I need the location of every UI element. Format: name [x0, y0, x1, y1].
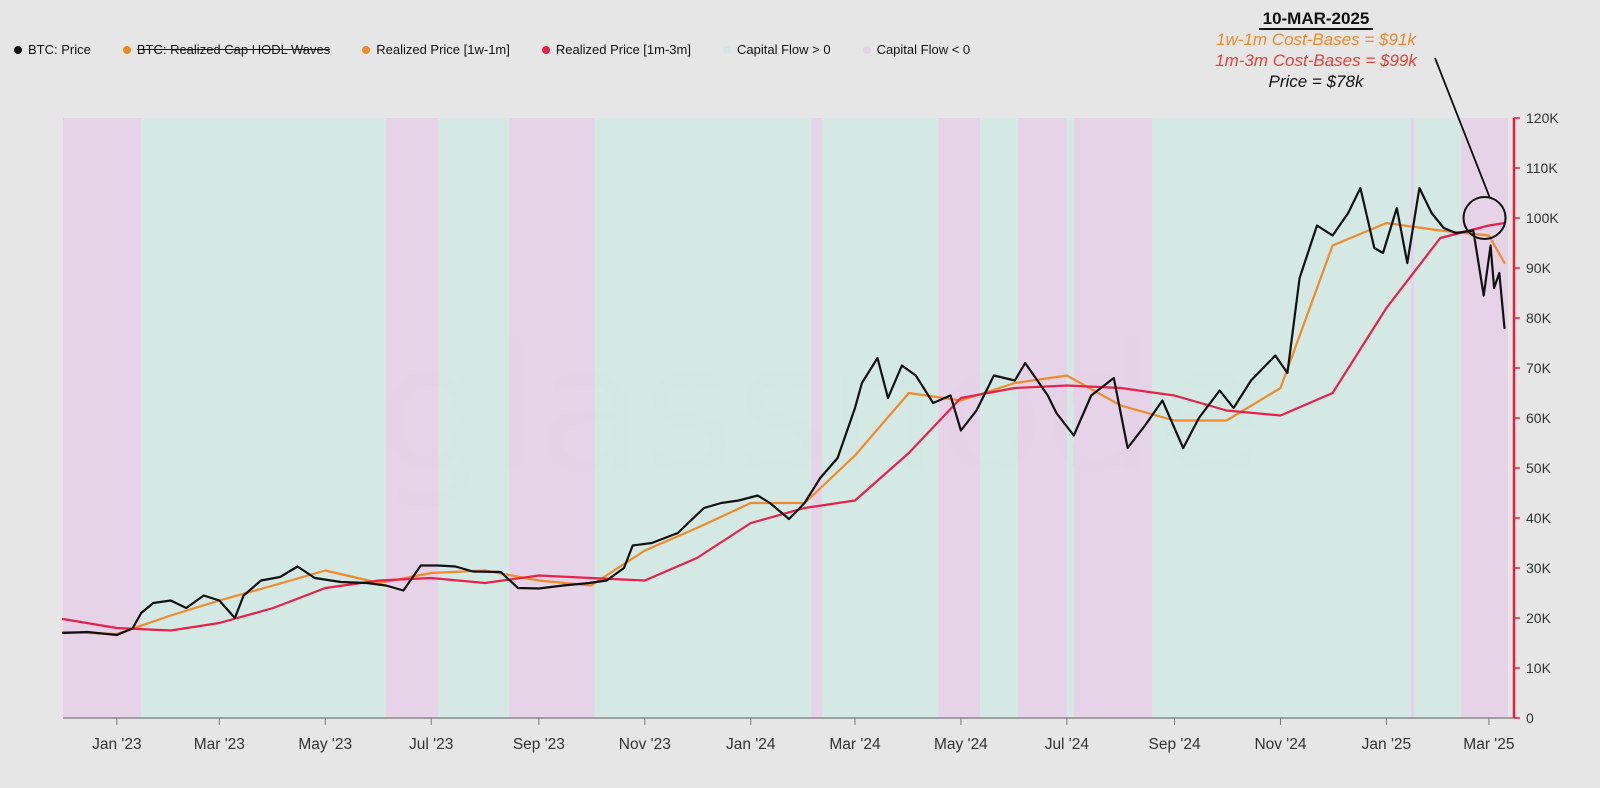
y-tick-label: 100K: [1526, 210, 1559, 226]
legend-dot-icon: [122, 45, 131, 54]
btc-price-line: [61, 186, 1506, 637]
callout-circle: [1462, 196, 1507, 240]
legend-item-hodl-waves[interactable]: BTC: Realized Cap HODL Waves: [122, 42, 331, 57]
y-tick-label: 70K: [1526, 360, 1552, 376]
legend-dot-icon: [14, 45, 22, 54]
legend-label: BTC: Realized Cap HODL Waves: [136, 42, 331, 57]
legend-label: Capital Flow > 0: [736, 42, 831, 57]
capital-flow-band-negative-8: [938, 118, 981, 718]
x-tick-label: Mar '24: [829, 736, 881, 753]
annotation-price: Price = $78k: [1268, 72, 1364, 91]
x-tick-label: May '24: [934, 736, 988, 753]
capital-flow-band-negative-4: [509, 118, 595, 718]
legend-item-realized-1m-3m[interactable]: Realized Price [1m-3m]: [541, 42, 691, 57]
capital-flow-band-positive-5: [594, 118, 812, 718]
legend-dot-icon: [362, 45, 371, 54]
capital-flow-band-positive-15: [1414, 118, 1462, 718]
legend-item-flow-negative[interactable]: Capital Flow < 0: [862, 42, 971, 57]
annotation-date: 10-MAR-2025: [1196, 8, 1436, 30]
capital-flow-band-negative-6: [811, 118, 822, 718]
legend-label: Realized Price [1w-1m]: [376, 42, 510, 57]
realized-price-1m-3m-line: [61, 221, 1506, 632]
y-tick-label: 110K: [1526, 160, 1558, 176]
capital-flow-band-positive-9: [980, 118, 1019, 718]
series-lines: [61, 186, 1506, 637]
annotation-date-text: 10-MAR-2025: [1258, 9, 1374, 30]
capital-flow-band-positive-11: [1066, 118, 1074, 718]
y-tick-label: 80K: [1526, 310, 1552, 326]
annotation-1w-1m: 1w-1m Cost-Bases = $91k: [1216, 30, 1416, 49]
y-tick-label: 0: [1526, 710, 1534, 726]
x-tick-label: Nov '24: [1254, 736, 1306, 753]
capital-flow-band-negative-16: [1461, 118, 1508, 718]
legend: BTC: Price BTC: Realized Cap HODL Waves …: [14, 42, 1002, 57]
y-tick-label: 60K: [1526, 410, 1552, 426]
x-tick-label: Mar '23: [194, 736, 245, 753]
capital-flow-band-negative-0: [63, 118, 142, 718]
capital-flow-band-negative-2: [386, 118, 439, 718]
y-tick-label: 10K: [1526, 660, 1552, 676]
y-tick-label: 20K: [1526, 610, 1552, 626]
legend-item-price[interactable]: BTC: Price: [14, 42, 91, 57]
legend-label: Realized Price [1m-3m]: [555, 42, 691, 57]
capital-flow-band-positive-1: [141, 118, 387, 718]
annotation-1m-3m: 1m-3m Cost-Bases = $99k: [1215, 51, 1417, 70]
capital-flow-band-negative-10: [1018, 118, 1067, 718]
annotation-box: 10-MAR-2025 1w-1m Cost-Bases = $91k 1m-3…: [1196, 8, 1436, 92]
y-tick-label: 90K: [1526, 260, 1552, 276]
callout: [1434, 57, 1507, 240]
y-tick-label: 50K: [1526, 460, 1552, 476]
legend-item-flow-positive[interactable]: Capital Flow > 0: [722, 42, 831, 57]
y-tick-label: 30K: [1526, 560, 1552, 576]
axes: 0 10K 20K 30K 40K 50K 60K 70K 80K 90K 100K 110K 120K…: [63, 110, 1559, 753]
capital-flow-bands: [63, 118, 1508, 718]
legend-dot-icon: [541, 45, 550, 54]
x-tick-label: Jan '23: [92, 736, 142, 753]
capital-flow-band-negative-12: [1073, 118, 1152, 718]
y-tick-label: 40K: [1526, 510, 1552, 526]
x-tick-label: Jan '24: [726, 736, 776, 753]
x-tick-label: Jul '23: [409, 736, 453, 753]
legend-label: BTC: Price: [28, 42, 91, 57]
capital-flow-band-positive-3: [438, 118, 510, 718]
capital-flow-band-positive-13: [1151, 118, 1411, 718]
capital-flow-band-negative-14: [1410, 118, 1415, 718]
x-tick-label: May '23: [298, 736, 352, 753]
callout-pointer: [1434, 57, 1491, 198]
x-tick-label: Sep '24: [1148, 736, 1200, 753]
legend-dot-icon: [862, 45, 871, 54]
y-tick-label: 120K: [1526, 110, 1559, 126]
legend-label: Capital Flow < 0: [876, 42, 971, 57]
capital-flow-band-positive-7: [821, 118, 939, 718]
legend-dot-icon: [722, 45, 731, 54]
legend-item-realized-1w-1m[interactable]: Realized Price [1w-1m]: [362, 42, 510, 57]
x-tick-label: Jul '24: [1045, 736, 1090, 753]
x-tick-label: Nov '23: [619, 736, 671, 753]
x-tick-label: Sep '23: [513, 736, 565, 753]
x-tick-label: Mar '25: [1463, 736, 1514, 753]
x-tick-label: Jan '25: [1362, 736, 1412, 753]
